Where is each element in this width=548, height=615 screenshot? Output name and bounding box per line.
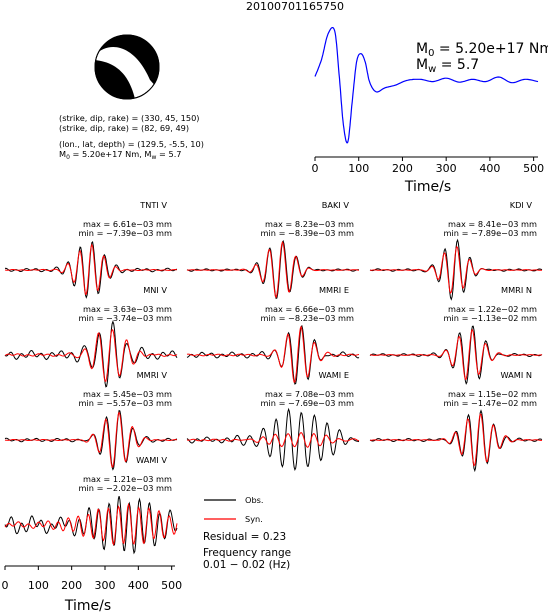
stf-m0-label: M0 = 5.20e+17 Nm — [416, 41, 548, 59]
synthetic-waveform — [370, 413, 542, 467]
waveform-tick-label: 500 — [161, 579, 182, 592]
station-min: min = −5.57e−03 mm — [79, 398, 172, 408]
waveform-tick-label: 0 — [2, 579, 9, 592]
event-title: 20100701165750 — [246, 0, 344, 13]
station-name: MMRI V — [137, 370, 168, 380]
nodal-plane-1: (strike, dip, rake) = (330, 45, 150) — [59, 113, 199, 123]
waveform-time-axis: 0 100 200 300 400 500 Time/s — [2, 565, 182, 614]
station-min: min = −2.02e−03 mm — [79, 483, 172, 493]
station-min: min = −3.74e−03 mm — [79, 313, 172, 323]
residual-text: Residual = 0.23 — [203, 531, 286, 543]
station-min: min = −7.69e−03 mm — [261, 398, 354, 408]
frequency-range-value: 0.01 − 0.02 (Hz) — [203, 559, 290, 571]
waveform-x-label: Time/s — [64, 598, 111, 614]
station-name: MMRI E — [319, 285, 349, 295]
station-name: WAMI V — [136, 455, 167, 465]
waveform-tick-label: 300 — [95, 579, 116, 592]
synthetic-waveform — [186, 432, 360, 448]
station-max: max = 6.66e−03 mm — [265, 304, 354, 314]
synthetic-waveform — [370, 245, 542, 294]
station-name: WAMI E — [318, 370, 349, 380]
station-min: min = −7.89e−03 mm — [444, 228, 537, 238]
station-min: min = −1.47e−02 mm — [444, 398, 537, 408]
station-name: MNI V — [143, 285, 167, 295]
observed-waveform — [369, 409, 543, 473]
station-max: max = 3.63e−03 mm — [83, 304, 172, 314]
observed-waveform — [4, 495, 178, 555]
stf-curve — [314, 27, 539, 144]
station-min: min = −1.13e−02 mm — [444, 313, 537, 323]
stf-tick-label: 400 — [479, 162, 500, 175]
stf-tick-label: 500 — [523, 162, 544, 175]
station-max: max = 8.41e−03 mm — [448, 219, 537, 229]
station-max: max = 6.61e−03 mm — [83, 219, 172, 229]
station-max: max = 1.21e−03 mm — [83, 474, 172, 484]
station-max: max = 1.22e−02 mm — [448, 304, 537, 314]
nodal-plane-2: (strike, dip, rake) = (82, 69, 49) — [59, 123, 189, 133]
synthetic-waveform — [186, 241, 360, 299]
synthetic-waveform — [369, 328, 542, 381]
station-max: max = 1.15e−02 mm — [448, 389, 537, 399]
synthetic-waveform — [186, 325, 360, 383]
stf-tick-label: 200 — [392, 162, 413, 175]
source-time-function-plot: 0 100 200 300 400 500 M0 = 5.20e+17 Nm Mw = 5… — [312, 27, 548, 195]
stf-x-ticks: 0 100 200 300 400 500 — [312, 157, 544, 175]
waveform-tick-label: 200 — [61, 579, 82, 592]
station-name: BAKI V — [322, 200, 350, 210]
event-location: (lon., lat, depth) = (129.5, -5.5, 10) — [59, 139, 204, 149]
station-min: min = −8.39e−03 mm — [261, 228, 354, 238]
stf-tick-label: 100 — [348, 162, 369, 175]
synthetic-waveform — [4, 243, 178, 295]
waveform-x-ticks: 0 100 200 300 400 500 — [2, 566, 182, 592]
stf-tick-label: 300 — [436, 162, 457, 175]
synthetic-waveform — [4, 411, 178, 468]
stf-tick-label: 0 — [312, 162, 319, 175]
waveform-tick-label: 100 — [28, 579, 49, 592]
frequency-range-title: Frequency range — [203, 547, 291, 559]
station-name: TNTI V — [139, 200, 167, 210]
focal-mechanism-beachball — [94, 34, 160, 100]
observed-waveform — [4, 320, 178, 388]
station-min: min = −7.39e−03 mm — [79, 228, 172, 238]
station-max: max = 7.08e−03 mm — [265, 389, 354, 399]
synthetic-waveform — [4, 328, 178, 382]
station-name: MMRI N — [501, 285, 532, 295]
station-name: WAMI N — [501, 370, 532, 380]
stf-mw-label: Mw = 5.7 — [416, 57, 479, 75]
legend-syn-label: Syn. — [245, 514, 263, 524]
station-name: KDI V — [510, 200, 533, 210]
legend-obs-label: Obs. — [245, 495, 264, 505]
waveform-tick-label: 400 — [128, 579, 149, 592]
moment-magnitude-line: M0 = 5.20e+17 Nm, Mw = 5.7 — [59, 149, 182, 161]
synthetic-waveform — [4, 502, 178, 546]
station-max: max = 8.23e−03 mm — [265, 219, 354, 229]
station-min: min = −8.23e−03 mm — [261, 313, 354, 323]
station-max: max = 5.45e−03 mm — [83, 389, 172, 399]
stf-x-label: Time/s — [404, 179, 451, 195]
legend: Obs. Syn. Residual = 0.23 Frequency rang… — [203, 495, 291, 571]
